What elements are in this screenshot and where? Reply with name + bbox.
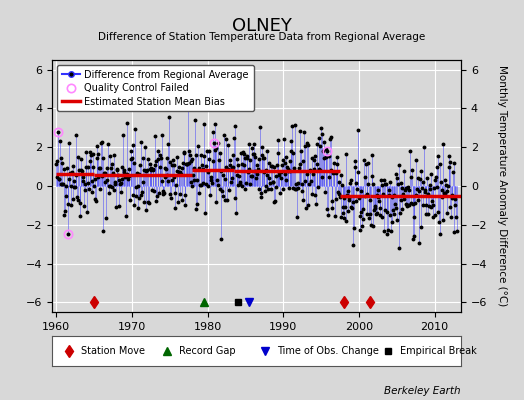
- Text: Difference of Station Temperature Data from Regional Average: Difference of Station Temperature Data f…: [99, 32, 425, 42]
- Text: OLNEY: OLNEY: [232, 17, 292, 35]
- Legend: Difference from Regional Average, Quality Control Failed, Estimated Station Mean: Difference from Regional Average, Qualit…: [57, 65, 254, 111]
- Text: Empirical Break: Empirical Break: [400, 346, 476, 356]
- Text: Station Move: Station Move: [81, 346, 145, 356]
- Text: Time of Obs. Change: Time of Obs. Change: [277, 346, 379, 356]
- Y-axis label: Monthly Temperature Anomaly Difference (°C): Monthly Temperature Anomaly Difference (…: [497, 65, 507, 307]
- Text: Berkeley Earth: Berkeley Earth: [385, 386, 461, 396]
- Text: Record Gap: Record Gap: [179, 346, 236, 356]
